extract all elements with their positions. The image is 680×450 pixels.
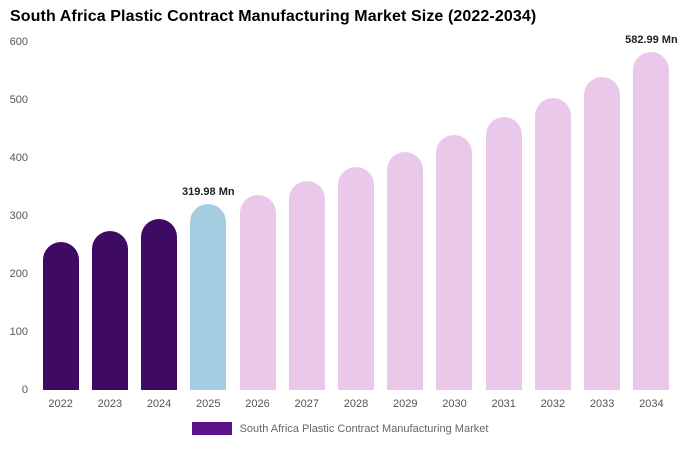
- y-tick-label: 500: [9, 94, 28, 106]
- x-tick-label-2027: 2027: [294, 398, 320, 410]
- bar-2033: [584, 76, 621, 390]
- x-tick-label-2022: 2022: [48, 398, 73, 410]
- bar-2032: [534, 98, 571, 390]
- bar-value-label-2034: 582.99 Mn: [625, 33, 678, 46]
- bar-2027: [288, 181, 325, 390]
- x-tick-label-2034: 2034: [639, 398, 664, 410]
- chart-legend: South Africa Plastic Contract Manufactur…: [0, 422, 680, 435]
- bar-2024: [141, 218, 178, 390]
- y-tick-label: 600: [9, 36, 28, 48]
- legend-label: South Africa Plastic Contract Manufactur…: [239, 422, 489, 435]
- plot-area: 0 100 200 300 400 500 600 319.98 Mn 582.99 Mn: [0, 34, 680, 396]
- x-tick-label-2029: 2029: [392, 398, 418, 410]
- bar-2034: [633, 51, 670, 390]
- x-tick-label-2023: 2023: [97, 398, 123, 410]
- x-tick-label-2031: 2031: [491, 398, 516, 410]
- x-tick-label-2032: 2032: [540, 398, 566, 410]
- y-tick-label: 100: [9, 326, 28, 338]
- bar-2031: [485, 117, 522, 390]
- x-tick-label-2028: 2028: [343, 398, 369, 410]
- bar-2029: [387, 152, 424, 390]
- x-tick-label-2026: 2026: [245, 398, 270, 410]
- x-axis: 2022 2023 2024 2025 2026 2027 2028 2029 2030 2031…: [0, 390, 680, 412]
- x-tick-label-2033: 2033: [589, 398, 615, 410]
- y-tick-label: 200: [9, 268, 28, 280]
- bar-2025: [190, 204, 227, 390]
- x-tick-label-2025: 2025: [196, 398, 221, 410]
- x-tick-label-2030: 2030: [442, 398, 467, 410]
- bar-value-label-2025: 319.98 Mn: [182, 186, 235, 199]
- y-tick-label: 400: [9, 152, 28, 164]
- legend-swatch: [191, 422, 232, 435]
- y-tick-label: 0: [21, 384, 28, 396]
- bar-2030: [436, 134, 473, 390]
- chart-title: South Africa Plastic Contract Manufactur…: [10, 8, 537, 25]
- bar-2023: [91, 230, 128, 390]
- y-tick-label: 300: [9, 210, 28, 222]
- bar-2022: [42, 242, 79, 390]
- x-tick-label-2024: 2024: [146, 398, 172, 410]
- bar-2028: [338, 166, 374, 390]
- bar-2026: [239, 194, 276, 390]
